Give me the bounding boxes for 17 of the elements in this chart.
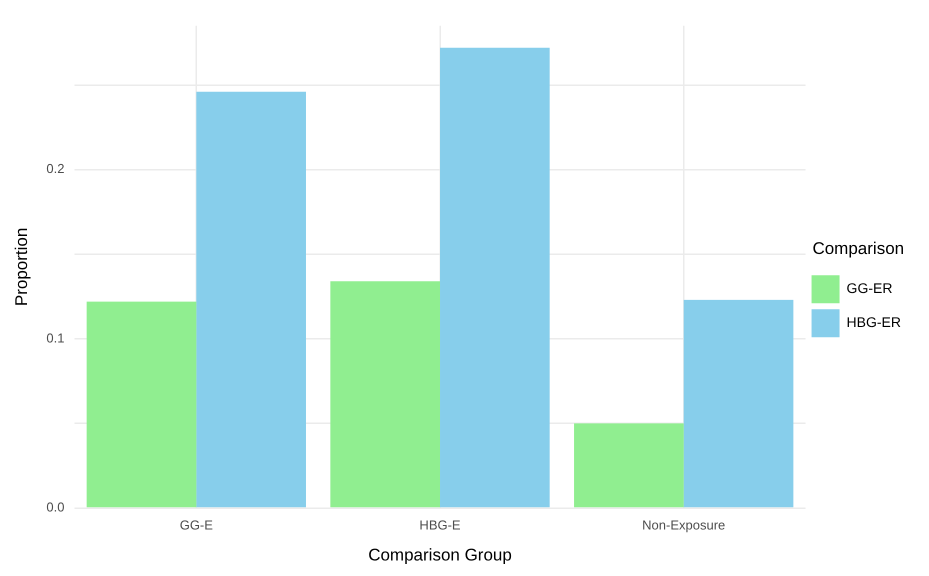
y-tick-label: 0.0 <box>46 500 64 515</box>
bar <box>684 300 794 508</box>
bar <box>440 48 550 508</box>
legend-label: GG-ER <box>846 280 892 296</box>
legend-label: HBG-ER <box>846 314 902 330</box>
x-tick-label: GG-E <box>180 517 214 532</box>
y-tick-label: 0.1 <box>46 330 64 346</box>
y-tick-label: 0.2 <box>46 161 64 176</box>
bar <box>574 423 684 508</box>
bar <box>330 281 440 508</box>
x-tick-label: Non-Exposure <box>642 517 726 532</box>
x-axis-title: Comparison Group <box>368 545 512 564</box>
y-axis-title: Proportion <box>12 228 31 306</box>
legend-title: Comparison <box>812 238 904 258</box>
x-tick-label: HBG-E <box>419 517 461 532</box>
bar <box>86 302 196 508</box>
bar <box>196 92 306 508</box>
